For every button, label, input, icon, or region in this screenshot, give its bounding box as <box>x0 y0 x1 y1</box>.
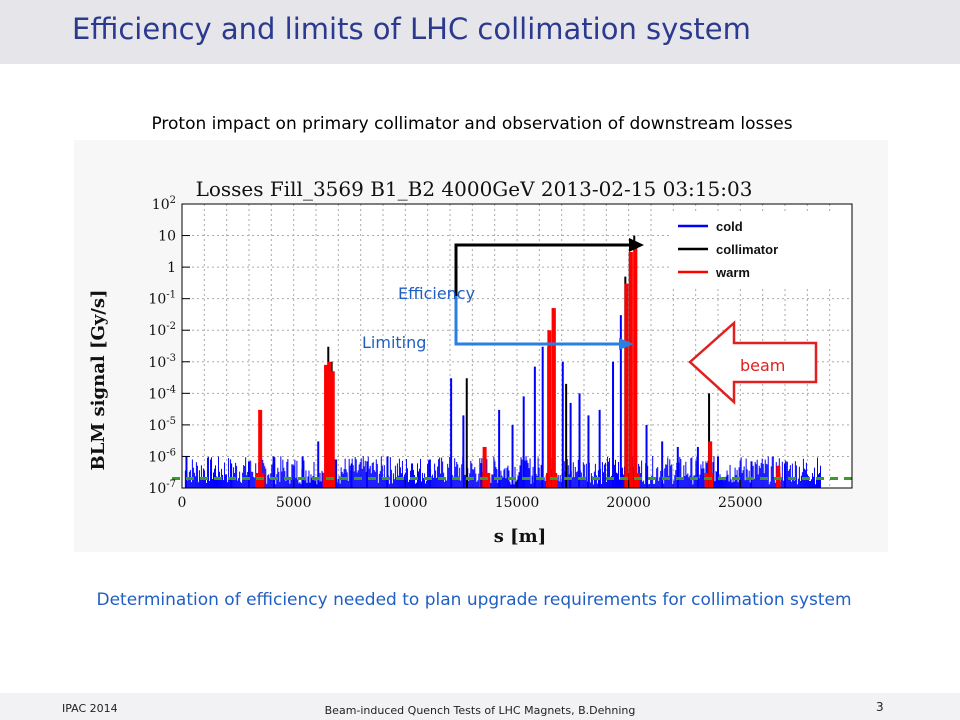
y-tick-label: 10-4 <box>148 384 176 402</box>
x-tick-label: 25000 <box>718 495 763 511</box>
ticks: 0 5000 10000 15000 20000 25000 102 10 1 10-1 10-2 1… <box>148 195 762 511</box>
peaks <box>185 235 786 488</box>
efficiency-bracket <box>454 243 629 296</box>
page-number: 3 <box>876 700 884 714</box>
limiting-arrowhead <box>619 338 634 350</box>
x-tick-label: 10000 <box>383 495 428 511</box>
efficiency-arrowhead <box>629 238 644 252</box>
x-tick-label: 20000 <box>606 495 651 511</box>
legend-label-warm: warm <box>715 265 750 280</box>
y-tick-label: 10-2 <box>148 321 176 339</box>
plot-panel: 0 5000 10000 15000 20000 25000 102 10 1 10-1 10-2 1… <box>74 140 888 552</box>
y-tick-label: 10-1 <box>148 290 176 308</box>
legend-label-cold: cold <box>716 219 743 234</box>
annotations: Efficiency Limiting beam <box>362 238 818 405</box>
limiting-label: Limiting <box>362 333 426 352</box>
y-tick-label: 10 <box>158 229 176 245</box>
x-tick-label: 0 <box>178 495 187 511</box>
beam-arrow <box>688 320 818 405</box>
legend: cold collimator warm <box>670 214 850 288</box>
y-tick-label: 10-6 <box>148 447 176 465</box>
efficiency-label: Efficiency <box>398 284 475 303</box>
footer-conference: IPAC 2014 <box>62 702 118 715</box>
x-tick-label: 5000 <box>276 495 312 511</box>
x-tick-label: 15000 <box>495 495 540 511</box>
y-tick-label: 10-7 <box>148 479 176 497</box>
y-tick-label: 102 <box>152 195 176 213</box>
y-tick-label: 10-5 <box>148 416 176 434</box>
y-tick-label: 10-3 <box>148 353 176 371</box>
slide-subtitle: Proton impact on primary collimator and … <box>151 114 793 134</box>
footer-talk-title: Beam-induced Quench Tests of LHC Magnets… <box>324 704 636 717</box>
loss-chart: 0 5000 10000 15000 20000 25000 102 10 1 10-1 10-2 1… <box>74 140 888 552</box>
warm-band <box>546 472 558 488</box>
y-axis-label: BLM signal [Gy/s] <box>88 289 109 470</box>
slide-title: Efficiency and limits of LHC collimation… <box>72 12 751 46</box>
x-axis-label: s [m] <box>494 526 546 547</box>
chart-title: Losses Fill_3569 B1_B2 4000GeV 2013-02-1… <box>196 177 753 201</box>
y-tick-label: 1 <box>167 260 176 276</box>
limiting-bracket <box>454 296 619 346</box>
footer-bar <box>0 693 960 720</box>
legend-label-collimator: collimator <box>716 242 778 257</box>
conclusion-text: Determination of efficiency needed to pl… <box>96 590 852 610</box>
title-bar <box>0 0 960 64</box>
beam-label: beam <box>740 356 785 375</box>
